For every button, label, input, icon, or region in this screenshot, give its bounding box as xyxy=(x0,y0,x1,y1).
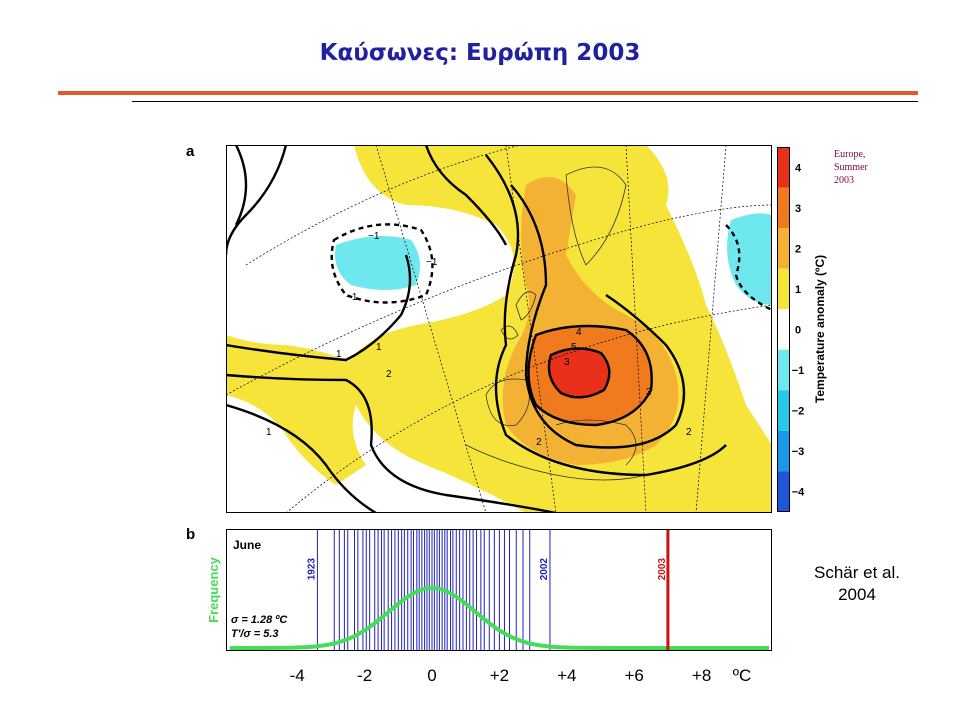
citation: Schär et al. 2004 xyxy=(792,562,922,606)
colorbar-tick-label: 0 xyxy=(795,325,801,337)
colorbar-swatch xyxy=(777,349,790,391)
map-frame xyxy=(226,145,772,513)
year-label: 2002 xyxy=(539,558,550,581)
colorbar-tick-label: 2 xyxy=(795,243,801,255)
contour-label: 3 xyxy=(564,357,570,368)
citation-line: 2004 xyxy=(838,585,876,604)
colorbar-tick-label: −2 xyxy=(792,406,805,418)
x-tick-label: -4 xyxy=(290,666,305,685)
contour-label: 3 xyxy=(646,387,652,398)
distribution-curve xyxy=(229,585,769,650)
sigma-label: σ = 1.28 ºC xyxy=(231,614,288,626)
anomaly-area-4 xyxy=(548,348,610,398)
month-label: June xyxy=(233,538,261,552)
year-lines xyxy=(316,530,551,650)
slide-title: Καύσωνες: Ευρώπη 2003 xyxy=(319,40,641,66)
x-tick-label: -2 xyxy=(357,666,372,685)
contour-label: 5 xyxy=(571,342,577,353)
colorbar-label: Temperature anomaly (ºC) xyxy=(813,255,827,403)
contour-label: 1 xyxy=(266,427,272,438)
colorbar-tick-label: 4 xyxy=(795,162,802,174)
colorbar-swatch xyxy=(777,430,790,472)
y-axis-label: Frequency xyxy=(206,556,221,623)
year-label: 1923 xyxy=(306,558,317,581)
anomaly-map: 1 1 1 2 2 2 3 3 4 5 −1 −1 −1 xyxy=(226,145,772,513)
anomaly-area-neg1-atlantic xyxy=(335,236,420,290)
colorbar-tick-label: 3 xyxy=(795,203,801,215)
coastlines xyxy=(465,166,647,481)
colorbar-swatch xyxy=(777,471,790,512)
panel-b-letter: b xyxy=(186,526,196,543)
title-underline-red xyxy=(58,91,918,95)
contour-lines xyxy=(226,145,727,513)
contour-label: 2 xyxy=(386,369,392,380)
colorbar-frame xyxy=(777,147,790,512)
colorbar-tick-label: −4 xyxy=(792,487,805,499)
title-underline-thin xyxy=(132,101,918,102)
x-tick-label: +2 xyxy=(490,666,509,685)
contour-label-layer: 1 1 1 2 2 2 3 3 4 5 −1 −1 −1 xyxy=(266,231,692,448)
colorbar-swatch xyxy=(777,268,790,310)
x-tick-label: 0 xyxy=(427,666,436,685)
contour-label: 2 xyxy=(536,437,542,448)
contour-label: −1 xyxy=(346,292,358,303)
x-axis-unit: ºC xyxy=(733,666,752,685)
x-tick-label: +8 xyxy=(692,666,711,685)
colorbar-swatch xyxy=(777,187,790,229)
contour-label: 1 xyxy=(336,349,342,360)
colorbar-swatch xyxy=(777,147,790,188)
note-line: Summer xyxy=(834,162,868,173)
contour-label: −1 xyxy=(368,231,380,242)
europe-summer-note: Europe, Summer 2003 xyxy=(834,148,868,187)
year-label: 2003 xyxy=(657,558,668,581)
colorbar-tick-label: −1 xyxy=(792,365,805,377)
x-tick-label: +6 xyxy=(625,666,644,685)
note-line: 2003 xyxy=(834,175,854,186)
contour-label: 2 xyxy=(686,427,692,438)
colorbar-swatch xyxy=(777,309,790,350)
colorbar-tick-label: 1 xyxy=(795,284,801,296)
x-tick-label: +4 xyxy=(557,666,576,685)
contour-label: −1 xyxy=(426,257,438,268)
colorbar-swatch xyxy=(777,228,790,269)
colorbar-tick-label: −3 xyxy=(792,446,805,458)
citation-line: Schär et al. xyxy=(814,563,900,582)
frequency-chart: Frequency 1923 2002 2003 June σ = 1.28 ºC … xyxy=(206,529,772,685)
colorbar: 4 3 2 1 0 −1 −2 −3 −4 Temperature anomaly (ºC) xyxy=(777,147,827,512)
anomaly-area-1-west xyxy=(226,335,366,485)
contour-label: 4 xyxy=(576,327,582,338)
note-line: Europe, xyxy=(834,149,866,160)
ratio-label: T′/σ = 5.3 xyxy=(231,628,279,640)
anomaly-area-neg1-east xyxy=(727,213,772,305)
negative-contours xyxy=(330,223,772,312)
panel-a-letter: a xyxy=(186,143,195,160)
contour-label: 1 xyxy=(376,342,382,353)
colorbar-swatch xyxy=(777,390,790,431)
